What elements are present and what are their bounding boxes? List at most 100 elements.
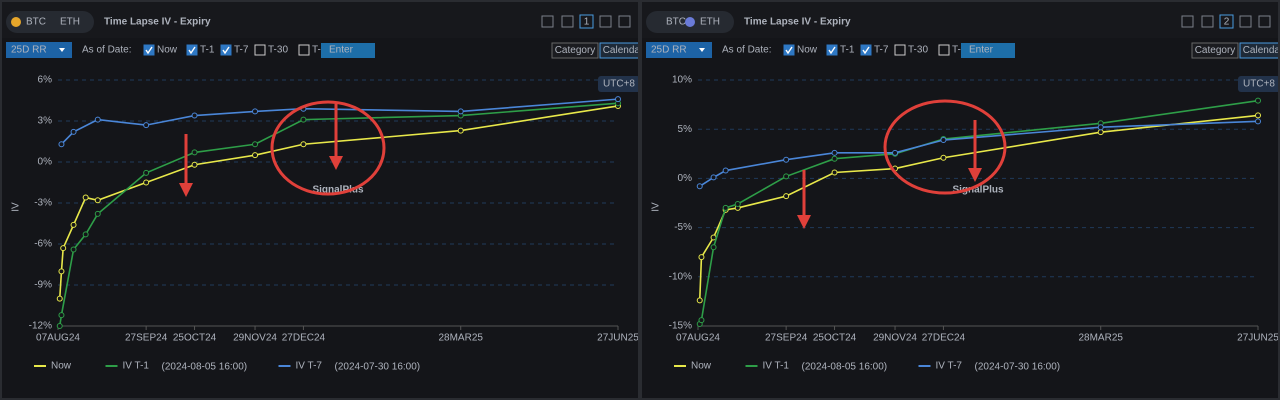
data-point [94,210,101,217]
icon[interactable] [561,15,574,28]
legend-label[interactable]: IV T-1 [763,361,790,372]
y-tick-label: 3% [38,116,53,127]
view-label[interactable]: Calendar [1243,45,1278,56]
legend-label[interactable]: Now [51,361,72,372]
selector[interactable] [6,42,72,58]
icon[interactable] [1181,15,1194,28]
option-label: T-30 [268,45,288,56]
data-point [710,244,717,251]
option-label: T- [312,45,321,56]
date-input[interactable] [961,43,1015,58]
dropdown-arrow [59,48,65,52]
highlight-circle [270,100,386,196]
view-button[interactable] [1191,42,1239,59]
view-label[interactable]: Category [1195,45,1236,56]
x-tick-label: 27SEP24 [125,333,168,344]
highlight-circle [883,99,1007,195]
timezone: UTC+8 [1243,79,1275,90]
series-line [698,99,1259,325]
checkbox[interactable] [894,44,906,56]
x-tick-label: 27SEP24 [765,333,808,344]
y-tick-label: -12% [29,321,52,332]
data-point [1097,124,1104,131]
legend-label[interactable]: IV T-7 [296,361,323,372]
data-point [56,295,63,302]
legend-as-of: (2024-07-30 16:00) [335,362,421,373]
x-tick-label: 27DEC24 [282,333,326,344]
x-tick-label: 07AUG24 [36,333,80,344]
data-point [831,155,838,162]
window-number: 1 [584,17,590,28]
check-mark [222,46,230,55]
icon[interactable] [541,15,554,28]
data-point [831,169,838,176]
tab[interactable]: ETH [700,17,720,28]
data-point [94,197,101,204]
tab[interactable]: ETH [60,17,80,28]
option-label: T-1 [840,45,855,56]
header-bar [2,2,638,38]
tab[interactable]: BTC [26,17,46,28]
icon[interactable] [1201,15,1214,28]
y-tick-label: -15% [669,321,692,332]
check-mark [145,46,153,55]
data-point [615,96,621,103]
tab[interactable]: BTC [666,17,686,28]
legend-as-of: (2024-08-05 16:00) [162,362,248,373]
arrow-head [968,168,982,182]
coin-icon [685,17,695,27]
x-tick-label: 27JUN25 [597,333,638,344]
y-axis-label: IV [651,202,662,212]
checkbox[interactable] [783,44,795,56]
tab-group[interactable] [6,11,94,33]
data-point [252,152,259,159]
legend-label[interactable]: IV T-7 [936,361,963,372]
checkbox[interactable] [254,44,266,56]
date-input-placeholder: Enter [969,45,994,56]
selector[interactable] [646,42,712,58]
icon[interactable] [599,15,612,28]
data-point [58,268,65,275]
series-line [698,114,1259,301]
view-button[interactable] [551,42,599,59]
data-point [698,317,705,324]
y-tick-label: 0% [38,157,53,168]
view-button[interactable] [1239,42,1278,59]
x-tick-label: 07AUG24 [676,333,720,344]
icon[interactable] [1239,15,1252,28]
legend-label[interactable]: IV T-1 [123,361,150,372]
date-input[interactable] [321,43,375,58]
icon[interactable] [618,15,631,28]
x-tick-label: 29NOV24 [873,333,917,344]
x-tick-label: 28MAR25 [438,333,483,344]
data-point [58,141,65,148]
icon[interactable] [1258,15,1271,28]
y-tick-label: -3% [34,198,52,209]
x-tick-label: 25OCT24 [173,333,217,344]
data-point [60,245,67,252]
watermark: SignalPlus [312,185,364,196]
checkbox[interactable] [220,44,232,56]
timezone: UTC+8 [603,79,635,90]
view-label[interactable]: Category [555,45,596,56]
data-point [722,204,729,211]
data-point [1097,129,1104,136]
checkbox[interactable] [826,44,838,56]
data-point [1255,97,1261,104]
series-line [60,98,619,145]
data-point [892,149,899,156]
checkbox[interactable] [298,44,310,56]
legend-label[interactable]: Now [691,361,712,372]
data-point [698,254,705,261]
checkbox[interactable] [186,44,198,56]
date-input-placeholder: Enter [329,45,354,56]
checkbox[interactable] [938,44,950,56]
data-point [783,193,790,200]
view-button[interactable] [599,42,638,59]
data-point [252,108,259,115]
panel-title: Time Lapse IV - Expiry [104,17,211,28]
view-label[interactable]: Calendar [603,45,638,56]
checkbox[interactable] [143,44,155,56]
data-point [191,149,198,156]
checkbox[interactable] [860,44,872,56]
